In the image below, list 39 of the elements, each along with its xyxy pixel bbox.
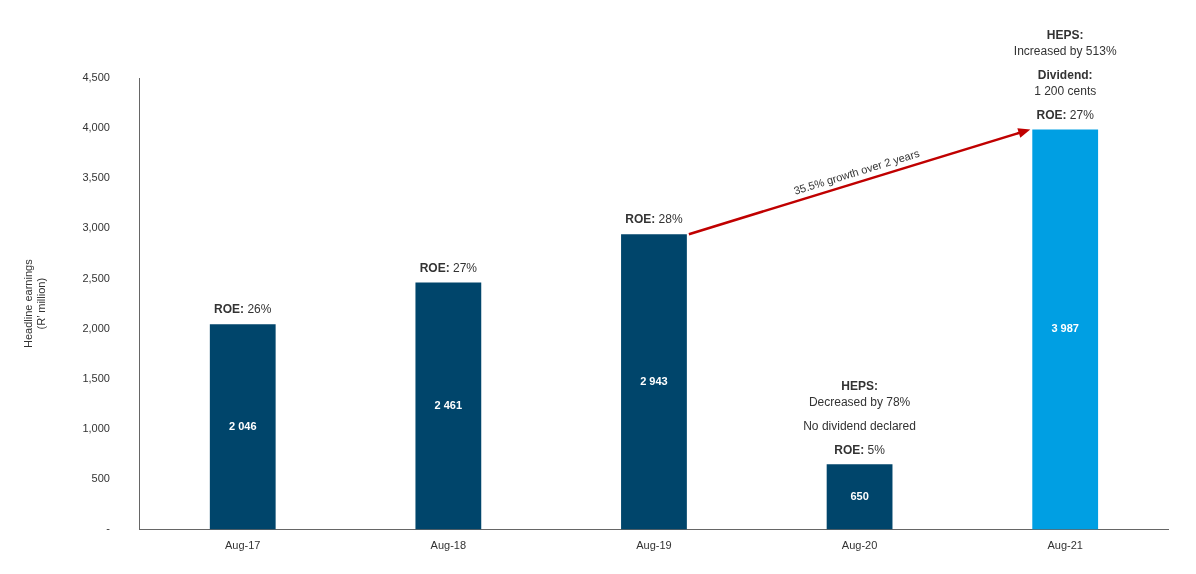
text: Increased by 513% [1013, 43, 1117, 58]
y-tick-label: 3,000 [82, 221, 110, 234]
annotation: Dividend: [1037, 67, 1093, 82]
x-tick-label: Aug-17 [224, 539, 261, 552]
y-axis-title: Headline earnings (R’ million) [21, 258, 47, 349]
annotation: ROE: 28% [625, 212, 683, 227]
annotation: ROE: 5% [834, 442, 886, 457]
annotation: 1 200 cents [1034, 83, 1097, 98]
data-label: 2 943 [640, 374, 668, 387]
annotation: 35.5% growth over 2 years [792, 146, 922, 197]
x-tick-label: Aug-18 [430, 539, 467, 552]
y-tick-label: 4,500 [82, 71, 110, 84]
bar [415, 282, 482, 530]
bar [209, 324, 276, 530]
y-tick-label: 2,000 [82, 321, 110, 334]
annotation: ROE: 27% [419, 260, 478, 275]
annotation: ROE: 27% [1036, 107, 1095, 122]
x-tick-label: Aug-21 [1047, 539, 1083, 552]
annotation: ROE: 26% [214, 302, 272, 317]
annotation: No dividend declared [803, 418, 916, 433]
y-tick-label: 500 [91, 472, 110, 485]
bar [826, 464, 893, 530]
data-label: 3 987 [1051, 322, 1079, 335]
y-tick-label: 1,000 [82, 422, 110, 435]
bar [1032, 129, 1099, 530]
text: HEPS: [1046, 27, 1084, 42]
data-label: 2 046 [228, 419, 257, 432]
y-tick-label: 4,000 [82, 121, 110, 134]
data-label: 2 461 [434, 399, 463, 411]
y-tick-label: - [106, 522, 111, 535]
annotation: Decreased by 78% [808, 394, 911, 409]
x-tick-label: Aug-19 [636, 539, 672, 552]
bar [621, 234, 687, 530]
y-tick-label: 2,500 [82, 271, 110, 284]
x-tick-label: Aug-20 [841, 539, 878, 552]
annotation: HEPS: [841, 378, 878, 393]
y-tick-label: 1,500 [82, 371, 110, 384]
data-label: 650 [850, 489, 869, 502]
y-tick-label: 3,500 [82, 171, 110, 184]
